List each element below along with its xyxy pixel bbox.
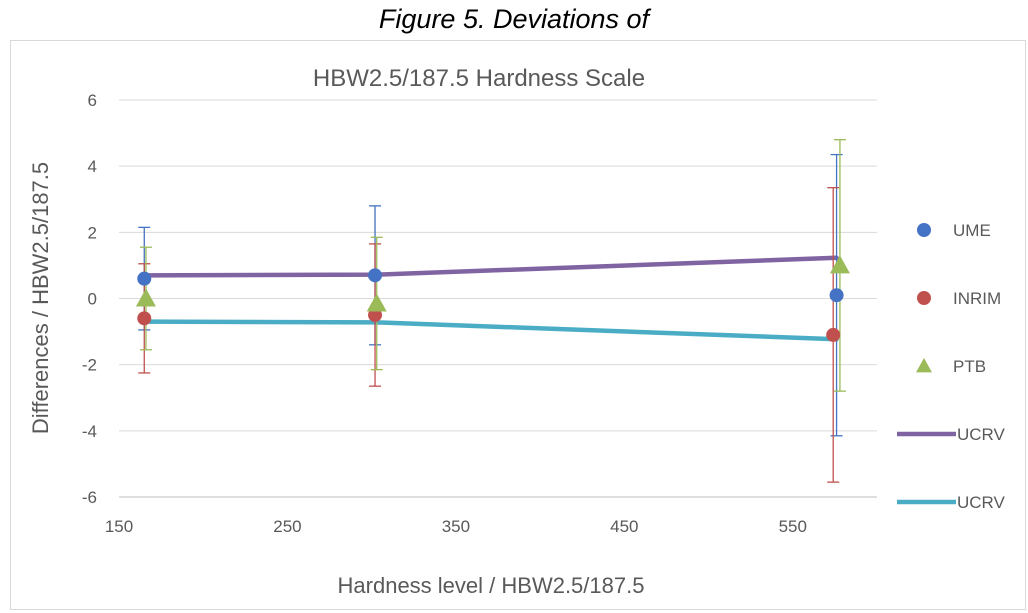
legend-label: INRIM (953, 289, 1001, 308)
y-tick-label: 2 (88, 223, 97, 242)
figure-caption: Figure 5. Deviations of (378, 4, 650, 34)
series-line-ucrv-4 (142, 319, 839, 342)
legend-item-ume: UME (917, 221, 991, 240)
legend-label: UCRV (957, 425, 1006, 444)
data-point-ptb (135, 288, 156, 307)
chart-area: HBW2.5/187.5 Hardness Scale -6 -4 -2 0 2 4 6 15… (10, 40, 1026, 610)
data-point-ume (137, 271, 152, 286)
y-tick-label: -4 (82, 422, 97, 441)
x-tick-label: 450 (610, 517, 638, 536)
axes: -6 -4 -2 0 2 4 6 150 250 350 450 550 (82, 91, 877, 536)
data-point-inrim (826, 327, 841, 342)
data-point-ume (829, 288, 844, 303)
data-point-inrim (368, 308, 383, 323)
legend-item-inrim: INRIM (917, 289, 1001, 308)
x-tick-label: 550 (779, 517, 807, 536)
gridlines (119, 99, 877, 498)
data-point-ume (368, 268, 383, 283)
series-line-ucrv-3 (142, 255, 839, 278)
y-axis-title: Differences / HBW2.5/187.5 (28, 162, 53, 434)
y-tick-label: 0 (88, 290, 97, 309)
data-point-ptb (366, 293, 387, 312)
legend-item-ucrv: UCRV (897, 425, 1006, 444)
legend-item-ptb: PTB (916, 357, 986, 376)
legend-swatch (917, 223, 931, 237)
y-tick-label: -2 (82, 356, 97, 375)
data-point-inrim (137, 311, 152, 326)
chart-svg: HBW2.5/187.5 Hardness Scale -6 -4 -2 0 2 4 6 15… (28, 65, 1006, 598)
y-tick-label: 6 (88, 91, 97, 110)
y-tick-label: -6 (82, 488, 97, 507)
legend-item-ucrv: UCRV (897, 493, 1006, 512)
legend-label: UCRV (957, 493, 1006, 512)
data-point-ptb (829, 255, 850, 274)
x-axis-title: Hardness level / HBW2.5/187.5 (338, 573, 645, 598)
y-tick-label: 4 (88, 157, 97, 176)
legend-swatch (917, 291, 931, 305)
data-markers (135, 255, 850, 342)
x-tick-label: 250 (273, 517, 301, 536)
legend: UME INRIM PTB UCRV UCRV (897, 221, 1006, 512)
legend-label: UME (953, 221, 991, 240)
legend-label: PTB (953, 357, 986, 376)
x-tick-label: 350 (442, 517, 470, 536)
x-tick-label: 150 (105, 517, 133, 536)
legend-swatch (916, 358, 932, 373)
chart-title: HBW2.5/187.5 Hardness Scale (313, 65, 645, 92)
